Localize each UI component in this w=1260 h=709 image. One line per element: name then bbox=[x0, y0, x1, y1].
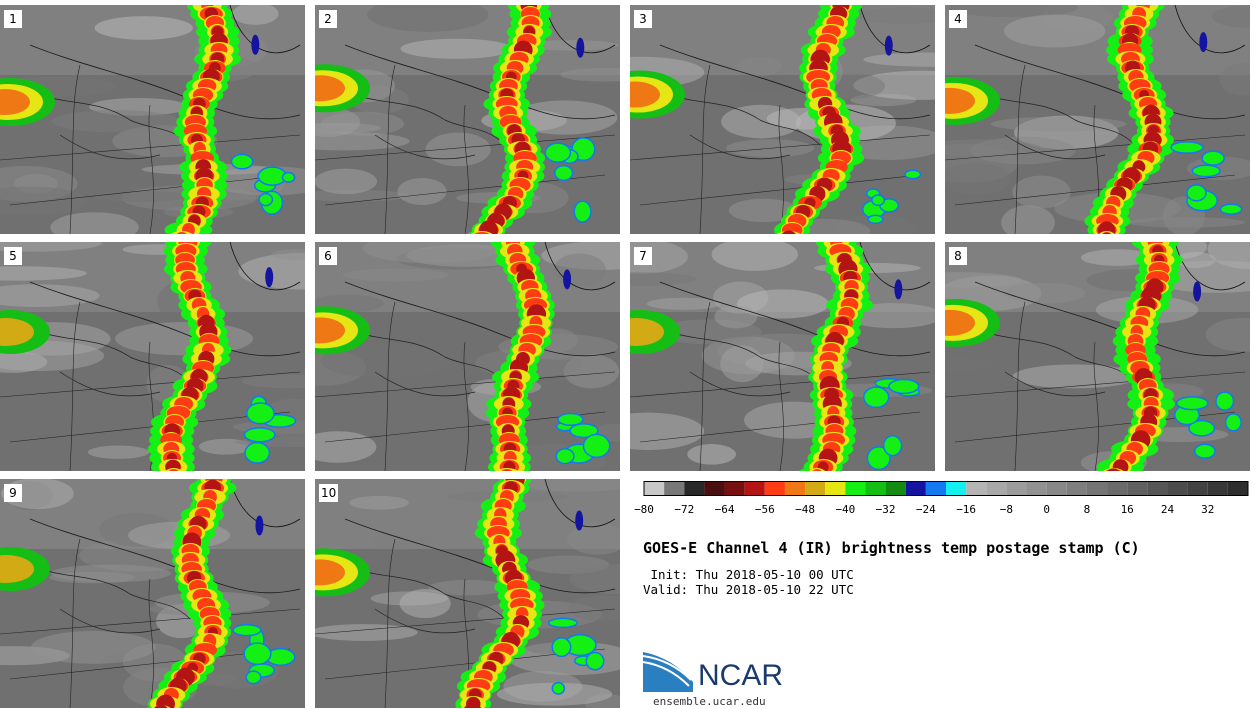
colorbar-bin bbox=[644, 481, 665, 496]
colorbar-tick-label: −64 bbox=[714, 503, 735, 516]
colorbar-bin bbox=[885, 481, 906, 496]
colorbar-bin bbox=[1147, 481, 1168, 496]
colorbar-bin bbox=[704, 481, 725, 496]
colorbar-bin bbox=[724, 481, 745, 496]
colorbar-tick-label: −72 bbox=[674, 503, 695, 516]
colorbar-bin bbox=[1187, 481, 1208, 496]
ir-satellite-map bbox=[630, 5, 935, 234]
member-panel-7: 7 bbox=[630, 242, 935, 471]
member-panel-4: 4 bbox=[945, 5, 1250, 234]
init-time: Init: Thu 2018-05-10 00 UTC bbox=[643, 567, 854, 582]
site-url: ensemble.ucar.edu bbox=[653, 695, 766, 708]
colorbar-bin bbox=[1006, 481, 1027, 496]
colorbar-bin bbox=[1227, 481, 1248, 496]
colorbar-bin bbox=[925, 481, 946, 496]
ir-satellite-map bbox=[630, 242, 935, 471]
colorbar-bin bbox=[744, 481, 765, 496]
colorbar-bin bbox=[1086, 481, 1108, 496]
colorbar-tick-label: −48 bbox=[795, 503, 815, 516]
member-number: 6 bbox=[319, 247, 337, 265]
ir-satellite-map bbox=[945, 5, 1250, 234]
member-panel-6: 6 bbox=[315, 242, 620, 471]
colorbar-tick-label: 8 bbox=[1083, 503, 1091, 516]
colorbar-bin bbox=[966, 481, 987, 496]
colorbar-tick-label: −24 bbox=[915, 503, 936, 516]
member-number: 4 bbox=[949, 10, 967, 28]
colorbar-bin bbox=[805, 481, 826, 496]
colorbar-bin bbox=[905, 481, 926, 496]
colorbar-bin bbox=[1066, 481, 1087, 496]
ir-satellite-map bbox=[315, 479, 620, 708]
colorbar-tick-label: 32 bbox=[1201, 503, 1215, 516]
colorbar-tick-label: −80 bbox=[634, 503, 654, 516]
colorbar-bin bbox=[1046, 481, 1067, 496]
member-number: 2 bbox=[319, 10, 337, 28]
member-panel-8: 8 bbox=[945, 242, 1250, 471]
member-panel-10: 10 bbox=[315, 479, 620, 708]
colorbar-tick-labels: −80 −72 −64 −56 −48 −40 −32 −24 −16 −8 0 8 16 24 32 bbox=[634, 503, 1253, 519]
member-number: 10 bbox=[319, 484, 339, 502]
colorbar-bin bbox=[1207, 481, 1228, 496]
ir-satellite-map bbox=[945, 242, 1250, 471]
colorbar-tick-label: −32 bbox=[875, 503, 896, 516]
ir-satellite-map bbox=[0, 5, 305, 234]
ir-satellite-map bbox=[315, 242, 620, 471]
colorbar-tick-label: 24 bbox=[1160, 503, 1175, 516]
colorbar-bin bbox=[845, 481, 866, 496]
colorbar-border bbox=[643, 481, 1249, 496]
colorbar-tick-label: 0 bbox=[1043, 503, 1050, 516]
member-number: 5 bbox=[4, 247, 22, 265]
colorbar-tick-label: −16 bbox=[956, 503, 977, 516]
ir-satellite-map bbox=[315, 5, 620, 234]
member-panel-1: 1 bbox=[0, 5, 305, 234]
colorbar-bin bbox=[1026, 481, 1047, 496]
member-number: 7 bbox=[634, 247, 652, 265]
colorbar-bin bbox=[664, 481, 685, 496]
colorbar-bin bbox=[784, 481, 806, 496]
member-panel-2: 2 bbox=[315, 5, 620, 234]
ncar-logo-text: NCAR bbox=[698, 659, 784, 692]
valid-time: Valid: Thu 2018-05-10 22 UTC bbox=[643, 582, 854, 597]
member-panel-3: 3 bbox=[630, 5, 935, 234]
page-title: GOES-E Channel 4 (IR) brightness temp po… bbox=[643, 539, 1140, 557]
colorbar-bin bbox=[1107, 481, 1128, 496]
ir-satellite-map bbox=[0, 479, 305, 708]
member-panel-9: 9 bbox=[0, 479, 305, 708]
colorbar-bin bbox=[986, 481, 1007, 496]
colorbar-bin bbox=[946, 481, 967, 496]
colorbar-tick-label: −56 bbox=[754, 503, 775, 516]
colorbar-bin bbox=[1127, 481, 1148, 496]
member-number: 9 bbox=[4, 484, 22, 502]
colorbar-bin bbox=[1167, 481, 1188, 496]
ncar-logo-icon bbox=[643, 652, 693, 692]
colorbar-tick-label: −8 bbox=[999, 503, 1014, 516]
colorbar-bin bbox=[684, 481, 705, 496]
member-number: 3 bbox=[634, 10, 652, 28]
ir-satellite-map bbox=[0, 242, 305, 471]
colorbar-tick-label: 16 bbox=[1120, 503, 1134, 516]
colorbar bbox=[643, 481, 1249, 496]
colorbar-bin bbox=[865, 481, 886, 496]
colorbar-tick-label: −40 bbox=[835, 503, 856, 516]
member-number: 1 bbox=[4, 10, 22, 28]
member-panel-5: 5 bbox=[0, 242, 305, 471]
colorbar-bin bbox=[764, 481, 785, 496]
member-number: 8 bbox=[949, 247, 967, 265]
colorbar-bin bbox=[825, 481, 846, 496]
